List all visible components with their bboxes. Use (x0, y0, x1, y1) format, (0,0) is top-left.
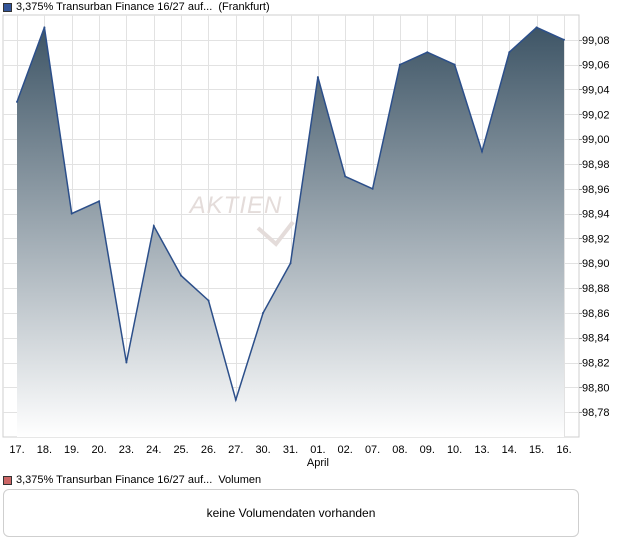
y-tick-label: 98,94 (582, 209, 610, 221)
x-tick-label: 13. (474, 444, 489, 456)
y-tick-label: 98,80 (582, 382, 610, 394)
y-tick-label: 99,00 (582, 134, 610, 146)
watermark-text: AKTIEN (188, 192, 283, 219)
x-tick-label: 26. (201, 444, 216, 456)
y-tick-label: 99,02 (582, 109, 610, 121)
y-tick-label: 99,06 (582, 60, 610, 72)
data-point (371, 187, 374, 190)
price-legend-market: (Frankfurt) (218, 1, 270, 13)
y-tick-label: 98,90 (582, 258, 610, 270)
data-point (43, 26, 46, 29)
y-tick-label: 98,96 (582, 184, 610, 196)
y-tick-label: 99,08 (582, 35, 610, 47)
volume-empty-message: keine Volumendaten vorhanden (206, 506, 376, 520)
data-point (125, 361, 128, 364)
x-tick-label: 08. (392, 444, 407, 456)
price-legend: 3,375% Transurban Finance 16/27 auf... (… (3, 1, 270, 14)
x-tick-label: 23. (119, 444, 134, 456)
price-legend-swatch (3, 3, 12, 12)
data-point (316, 76, 319, 79)
watermark-check-icon (256, 220, 295, 247)
x-tick-label: 14. (502, 444, 517, 456)
data-point (426, 51, 429, 54)
data-point (98, 200, 101, 203)
data-point (481, 150, 483, 153)
data-point (398, 63, 401, 66)
x-tick-label: 31. (283, 444, 298, 456)
data-point (262, 311, 265, 314)
data-point (16, 100, 18, 103)
x-tick-label: 24. (146, 444, 161, 456)
x-tick-label: 27. (228, 444, 243, 456)
y-tick-label: 98,86 (582, 308, 610, 320)
x-tick-label: 20. (91, 444, 106, 456)
data-point (234, 398, 237, 401)
x-tick-label: 01. (310, 444, 325, 456)
price-legend-label: 3,375% Transurban Finance 16/27 auf... (16, 1, 213, 13)
y-tick-label: 98,92 (582, 233, 610, 245)
data-point (563, 38, 565, 41)
y-tick-label: 98,98 (582, 159, 610, 171)
y-tick-label: 99,04 (582, 85, 610, 97)
price-area (17, 27, 564, 438)
x-tick-label: 09. (420, 444, 435, 456)
price-chart: AKTIEN 98,78 98,80 98,82 98,84 98,86 98,88 98,9… (2, 14, 610, 469)
data-point (344, 175, 347, 178)
data-point (289, 262, 292, 265)
volume-legend-series: Volumen (218, 474, 262, 486)
x-tick-label: 16. (556, 444, 571, 456)
x-tick-label: 15. (529, 444, 544, 456)
data-point (453, 63, 456, 66)
y-tick-label: 98,78 (582, 407, 610, 419)
x-tick-label: 10. (447, 444, 462, 456)
volume-legend: 3,375% Transurban Finance 16/27 auf... V… (3, 474, 261, 487)
y-tick-label: 98,84 (582, 333, 610, 345)
x-tick-label: 07. (365, 444, 380, 456)
data-point (180, 274, 183, 277)
data-point (207, 299, 210, 302)
data-point (70, 212, 73, 215)
y-tick-label: 98,82 (582, 358, 610, 370)
y-tick-label: 98,88 (582, 283, 610, 295)
x-tick-label: 30. (255, 444, 270, 456)
volume-panel: keine Volumendaten vorhanden (3, 489, 579, 537)
x-tick-label: 17. (9, 444, 24, 456)
month-label: April (307, 457, 329, 469)
volume-legend-swatch (3, 476, 12, 485)
data-point (508, 51, 511, 54)
x-tick-label: 18. (37, 444, 52, 456)
x-tick-label: 25. (173, 444, 188, 456)
volume-legend-label: 3,375% Transurban Finance 16/27 auf... (16, 474, 213, 486)
data-point (152, 225, 155, 227)
x-tick-label: 02. (338, 444, 353, 456)
x-tick-label: 19. (64, 444, 79, 456)
data-point (535, 26, 538, 29)
